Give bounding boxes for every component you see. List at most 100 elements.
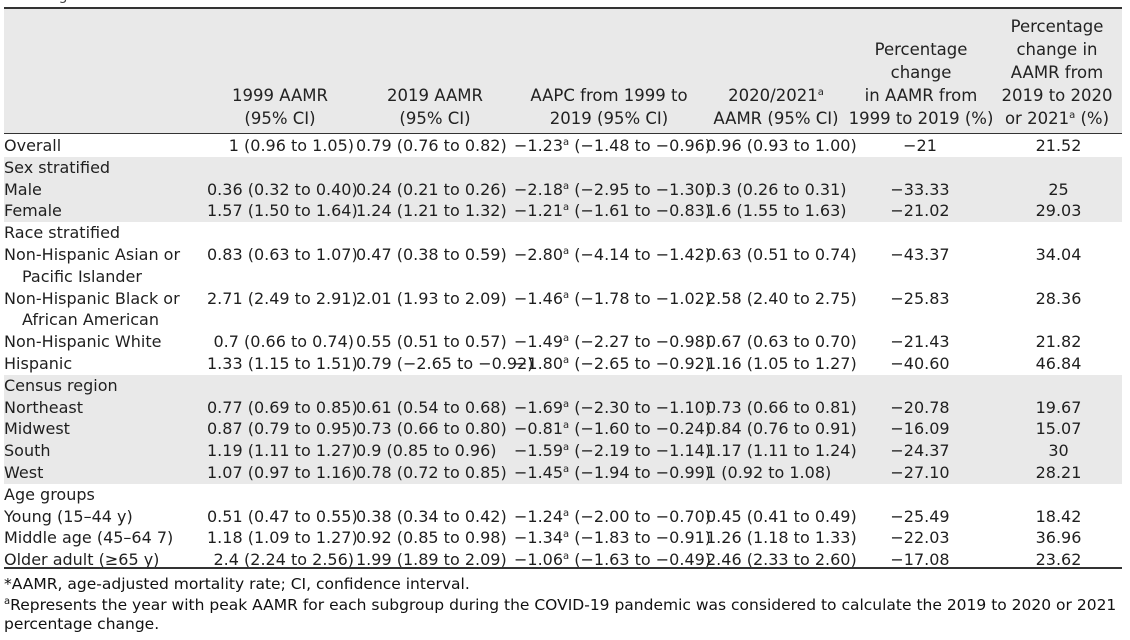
- table-top-rule: [4, 7, 1122, 9]
- cell-2020-2021-aamr: 1.17 (1.11 to 1.24): [702, 440, 857, 462]
- header-aapc: AAPC from 1999 to 2019 (95% CI): [530, 86, 688, 128]
- cell-1999-aamr: 2.71 (2.49 to 2.91): [207, 288, 358, 308]
- header-2019-aamr: 2019 AAMR (95% CI): [387, 86, 483, 128]
- section-label: Race stratified: [4, 223, 121, 243]
- cell-aapc: −1.23a (−1.48 to −0.96): [514, 136, 712, 155]
- table-row: Female 1.57 (1.50 to 1.64) 1.24 (1.21 to 1…: [4, 200, 1122, 223]
- section-row: Age groups: [4, 484, 1122, 506]
- cell-pct-1999-2019: −25.83: [890, 288, 950, 308]
- row-label: Older adult (≥65 y): [4, 550, 160, 570]
- cell-aapc: −1.69a (−2.30 to −1.10): [514, 396, 712, 419]
- cell-2019-aamr: 0.92 (0.85 to 0.98): [356, 528, 507, 548]
- cell-2020-2021-aamr: 1.6 (1.55 to 1.63): [702, 200, 847, 223]
- cell-aapc: −1.24a (−2.00 to −0.70): [514, 506, 712, 526]
- cell-2019-aamr: 0.55 (0.51 to 0.57): [356, 332, 507, 352]
- cell-2019-aamr: 0.78 (0.72 to 0.85): [354, 461, 514, 484]
- header-pct-change-1999-2019: Percentage change in AAMR from 1999 to 2019…: [848, 40, 994, 128]
- footnote-a: aRepresents the year with peak AAMR for …: [4, 596, 1117, 633]
- cell-pct-2019-2021: 19.67: [995, 396, 1122, 419]
- cell-pct-2019-2021: 28.36: [1035, 288, 1082, 308]
- cell-pct-2019-2021: 30: [995, 440, 1122, 462]
- cell-aapc: −1.46a (−1.78 to −1.02): [514, 288, 712, 308]
- cell-1999-aamr: 0.51 (0.47 to 0.55): [207, 506, 358, 526]
- cell-2020-2021-aamr: 2.58 (2.40 to 2.75): [706, 288, 857, 308]
- cell-pct-2019-2021: 36.96: [1035, 528, 1082, 548]
- cell-2019-aamr: 1.24 (1.21 to 1.32): [354, 200, 514, 223]
- cell-aapc: −1.34a (−1.83 to −0.91): [514, 528, 712, 548]
- row-label: Overall: [4, 136, 62, 155]
- cell-pct-2019-2021: 21.82: [1035, 332, 1082, 352]
- header-background: [4, 9, 1122, 133]
- section-row: Sex stratified: [4, 156, 1122, 179]
- section-label: Age groups: [4, 484, 95, 504]
- cell-2020-2021-aamr: 0.45 (0.41 to 0.49): [706, 506, 857, 526]
- cell-aapc: −1.59a (−2.19 to −1.14): [514, 440, 712, 462]
- section-row: Race stratified: [4, 222, 1122, 244]
- cell-aapc: −1.21a (−1.61 to −0.83): [514, 200, 712, 223]
- header-2020-2021-aamr: 2020/2021a AAMR (95% CI): [713, 86, 839, 128]
- cell-2019-aamr: 0.79 (−2.65 to −0.92): [356, 353, 534, 373]
- cell-2020-2021-aamr: 1.16 (1.05 to 1.27): [706, 353, 857, 373]
- cell-2020-2021-aamr: 0.3 (0.26 to 0.31): [702, 178, 847, 201]
- table-row: Overall 1 (0.96 to 1.05) 0.79 (0.76 to 0.8…: [4, 135, 1122, 157]
- table-row: Male 0.36 (0.32 to 0.40) 0.24 (0.21 to 0.2…: [4, 178, 1122, 201]
- cell-1999-aamr: 0.77 (0.69 to 0.85): [207, 396, 358, 419]
- row-label: Non-Hispanic White: [4, 332, 162, 352]
- cell-1999-aamr: 1.18 (1.09 to 1.27): [207, 528, 358, 548]
- cell-1999-aamr: 0.36 (0.32 to 0.40): [207, 178, 358, 201]
- cell-pct-2019-2021: 15.07: [995, 418, 1122, 441]
- cell-pct-1999-2019: −43.37: [890, 244, 950, 264]
- table-row: Hispanic 1.33 (1.15 to 1.51) 0.79 (−2.65 t…: [4, 353, 1122, 375]
- cell-pct-2019-2021: 29.03: [995, 200, 1122, 223]
- cell-pct-1999-2019: −21: [903, 136, 937, 155]
- table-body: Overall 1 (0.96 to 1.05) 0.79 (0.76 to 0.8…: [4, 135, 1122, 571]
- section-filler: [207, 156, 1122, 179]
- header-bottom-rule: [4, 133, 1122, 134]
- cell-2019-aamr: 0.61 (0.54 to 0.68): [354, 396, 514, 419]
- cell-aapc: −1.49a (−2.27 to −0.98): [514, 332, 712, 352]
- row-label: Female: [4, 200, 207, 223]
- section-filler: [207, 484, 1122, 506]
- cell-1999-aamr: 1.07 (0.97 to 1.16): [207, 461, 358, 484]
- cell-pct-1999-2019: −25.49: [890, 506, 950, 526]
- section-label: Census region: [4, 374, 207, 397]
- cell-2020-2021-aamr: 0.63 (0.51 to 0.74): [706, 244, 857, 264]
- row-label: Non-Hispanic Asian or Pacific Islander: [4, 244, 181, 286]
- cell-aapc: −1.80a (−2.65 to −0.92): [514, 353, 712, 373]
- table-bottom-rule: [4, 567, 1122, 569]
- table-row: Young (15–44 y) 0.51 (0.47 to 0.55) 0.38 (…: [4, 506, 1122, 528]
- cell-2020-2021-aamr: 0.73 (0.66 to 0.81): [702, 396, 857, 419]
- table-row: Older adult (≥65 y) 2.4 (2.24 to 2.56) 1.9…: [4, 549, 1122, 571]
- cell-aapc: −2.18a (−2.95 to −1.30): [514, 178, 712, 201]
- cell-2019-aamr: 2.01 (1.93 to 2.09): [356, 288, 507, 308]
- cell-1999-aamr: 2.4 (2.24 to 2.56): [213, 550, 355, 570]
- row-label: Male: [4, 178, 207, 201]
- cell-2019-aamr: 0.73 (0.66 to 0.80): [354, 418, 514, 441]
- cell-pct-1999-2019: −24.37: [845, 440, 995, 462]
- row-label: Middle age (45–64 7): [4, 528, 174, 548]
- cell-1999-aamr: 1.19 (1.11 to 1.27): [207, 440, 358, 462]
- cell-pct-1999-2019: −22.03: [890, 528, 950, 548]
- section-label: Sex stratified: [4, 156, 207, 179]
- cell-pct-1999-2019: −33.33: [845, 178, 995, 201]
- cell-aapc: −2.80a (−4.14 to −1.42): [514, 244, 712, 264]
- cell-2020-2021-aamr: 0.96 (0.93 to 1.00): [706, 136, 857, 155]
- cell-pct-1999-2019: −16.09: [845, 418, 995, 441]
- cell-2019-aamr: 0.9 (0.85 to 0.96): [354, 440, 514, 462]
- cell-pct-1999-2019: −17.08: [890, 550, 950, 570]
- cell-aapc: −1.45a (−1.94 to −0.99): [514, 461, 712, 484]
- cell-2020-2021-aamr: 0.67 (0.63 to 0.70): [706, 332, 857, 352]
- table-row: West 1.07 (0.97 to 1.16) 0.78 (0.72 to 0.8…: [4, 461, 1122, 484]
- cell-pct-2019-2021: 46.84: [1035, 353, 1082, 373]
- cell-1999-aamr: 1.33 (1.15 to 1.51): [207, 353, 358, 373]
- cell-aapc: −1.06a (−1.63 to −0.49): [514, 550, 712, 570]
- cell-pct-2019-2021: 18.42: [1035, 506, 1082, 526]
- header-pct-change-2019-2021: Percentage change in AAMR from 2019 to 2020…: [1001, 17, 1113, 128]
- cell-2019-aamr: 0.47 (0.38 to 0.59): [356, 244, 507, 264]
- header-1999-aamr: 1999 AAMR (95% CI): [232, 86, 328, 128]
- data-table: Overall 1 (0.96 to 1.05) 0.79 (0.76 to 0.8…: [4, 135, 1122, 571]
- row-label: South: [4, 440, 207, 462]
- table-row: Midwest 0.87 (0.79 to 0.95) 0.73 (0.66 to …: [4, 418, 1122, 441]
- table-row: Northeast 0.77 (0.69 to 0.85) 0.61 (0.54 t…: [4, 396, 1122, 419]
- row-label: Young (15–44 y): [4, 506, 133, 526]
